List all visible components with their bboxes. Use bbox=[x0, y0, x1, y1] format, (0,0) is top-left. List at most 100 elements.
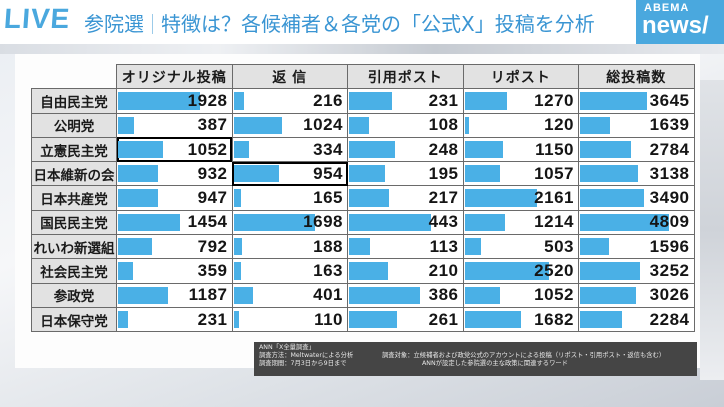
value-number: 1698 bbox=[303, 212, 343, 232]
value-cell: 386 bbox=[347, 282, 464, 308]
value-cell: 113 bbox=[347, 234, 464, 260]
table-row: 公明党 387 1024 108 120 1639 bbox=[31, 112, 695, 138]
value-bar bbox=[580, 140, 632, 159]
value-cell: 1454 bbox=[116, 209, 233, 236]
value-bar bbox=[580, 286, 636, 304]
value-bar bbox=[580, 262, 641, 280]
table-row: 社会民主党 359 163 210 2520 3252 bbox=[31, 258, 695, 284]
table-row: れいわ新選組 792 188 113 503 1596 bbox=[31, 234, 695, 260]
value-number: 120 bbox=[544, 115, 574, 135]
source-note: ANN「X全量調査」 調査方法：Meltwaterによる分析 調査期間：7月3日… bbox=[254, 342, 697, 376]
value-bar bbox=[349, 213, 431, 232]
value-number: 1270 bbox=[534, 90, 574, 110]
value-cell: 1052 bbox=[462, 282, 579, 308]
value-cell: 932 bbox=[116, 161, 233, 187]
value-number: 3026 bbox=[649, 285, 690, 305]
value-number: 401 bbox=[313, 285, 343, 305]
table-row: 日本共産党 947 165 217 2161 3490 bbox=[31, 185, 695, 211]
value-number: 261 bbox=[428, 309, 459, 329]
value-cell: 1024 bbox=[231, 112, 348, 138]
value-number: 2784 bbox=[649, 139, 690, 159]
table-row: 国民民主党 1454 1698 443 1214 4809 bbox=[31, 209, 695, 236]
value-bar bbox=[349, 238, 370, 256]
value-number: 1024 bbox=[303, 115, 343, 135]
value-cell: 210 bbox=[347, 258, 464, 284]
party-name: 日本保守党 bbox=[31, 306, 117, 333]
value-bar bbox=[464, 262, 550, 280]
value-cell: 1052 bbox=[116, 136, 233, 163]
value-cell: 1639 bbox=[578, 112, 695, 138]
value-bar bbox=[233, 116, 283, 134]
table-row: 日本維新の会 932 954 195 1057 3138 bbox=[31, 161, 695, 187]
value-number: 4809 bbox=[649, 212, 690, 232]
value-number: 3490 bbox=[649, 188, 690, 208]
table-row: 参政党 1187 401 386 1052 3026 bbox=[31, 282, 695, 308]
value-cell: 2520 bbox=[462, 258, 579, 284]
value-number: 1928 bbox=[187, 90, 228, 110]
value-bar bbox=[233, 140, 250, 159]
value-cell: 401 bbox=[231, 282, 348, 308]
period-label: 調査期間：7月3日から9日まで bbox=[259, 360, 347, 367]
value-number: 2520 bbox=[534, 261, 574, 281]
value-bar bbox=[349, 165, 385, 183]
value-bar bbox=[349, 262, 388, 280]
value-cell: 503 bbox=[462, 234, 579, 260]
value-number: 1682 bbox=[534, 309, 574, 329]
value-bar bbox=[118, 165, 158, 183]
value-number: 163 bbox=[313, 261, 343, 281]
table-header-row: オリジナル投稿 返 信 引用ポスト リポスト 総投稿数 bbox=[31, 63, 695, 90]
value-cell: 3026 bbox=[578, 282, 695, 308]
table-row: 立憲民主党 1052 334 248 1150 2784 bbox=[31, 136, 695, 163]
value-cell: 792 bbox=[116, 234, 233, 260]
value-number: 195 bbox=[428, 163, 459, 183]
value-number: 165 bbox=[313, 188, 343, 208]
value-number: 443 bbox=[428, 212, 459, 232]
column-header: オリジナル投稿 bbox=[116, 63, 233, 90]
value-number: 1214 bbox=[534, 212, 574, 232]
column-header: リポスト bbox=[462, 63, 579, 90]
value-number: 248 bbox=[428, 139, 459, 159]
value-number: 1052 bbox=[534, 285, 574, 305]
value-bar bbox=[118, 310, 128, 329]
party-name: 公明党 bbox=[31, 112, 117, 138]
value-cell: 2161 bbox=[462, 185, 579, 211]
value-cell: 954 bbox=[231, 161, 348, 187]
table-row: 自由民主党 1928 216 231 1270 3645 bbox=[31, 88, 695, 114]
value-bar bbox=[580, 116, 611, 134]
value-number: 3138 bbox=[649, 163, 690, 183]
value-number: 188 bbox=[313, 236, 343, 256]
column-header: 引用ポスト bbox=[347, 63, 464, 90]
divider bbox=[152, 14, 153, 34]
value-number: 359 bbox=[197, 261, 228, 281]
value-cell: 3138 bbox=[578, 161, 695, 187]
value-bar bbox=[118, 116, 135, 134]
value-number: 1596 bbox=[649, 236, 690, 256]
value-number: 932 bbox=[197, 163, 228, 183]
value-bar bbox=[464, 189, 538, 207]
value-bar bbox=[233, 286, 253, 304]
value-bar bbox=[580, 92, 648, 110]
target-label: 調査対象：立候補者および政党公式のアカウントによる投稿（リポスト・引用ポスト・返… bbox=[382, 352, 666, 359]
value-cell: 334 bbox=[231, 136, 348, 163]
column-header: 総投稿数 bbox=[578, 63, 695, 90]
value-bar bbox=[464, 238, 482, 256]
value-number: 1454 bbox=[187, 212, 228, 232]
value-number: 954 bbox=[313, 163, 343, 183]
value-number: 1187 bbox=[188, 285, 228, 305]
decorative-shape bbox=[700, 80, 724, 380]
decorative-stripe bbox=[0, 44, 724, 54]
value-number: 334 bbox=[313, 139, 343, 159]
value-bar bbox=[118, 213, 180, 232]
value-cell: 1150 bbox=[462, 136, 579, 163]
value-cell: 1057 bbox=[462, 161, 579, 187]
value-number: 2284 bbox=[649, 309, 690, 329]
topic-label: 参院選 bbox=[84, 12, 144, 36]
top-banner: LIVE 参院選 特徴は？各候補者＆各党の「公式X」投稿を分析 ABEMA new… bbox=[0, 0, 724, 44]
value-cell: 387 bbox=[116, 112, 233, 138]
value-cell: 1698 bbox=[231, 209, 348, 236]
value-number: 792 bbox=[197, 236, 228, 256]
value-number: 387 bbox=[197, 115, 228, 135]
party-name: 自由民主党 bbox=[31, 88, 117, 114]
value-cell: 163 bbox=[231, 258, 348, 284]
value-number: 110 bbox=[314, 309, 343, 329]
